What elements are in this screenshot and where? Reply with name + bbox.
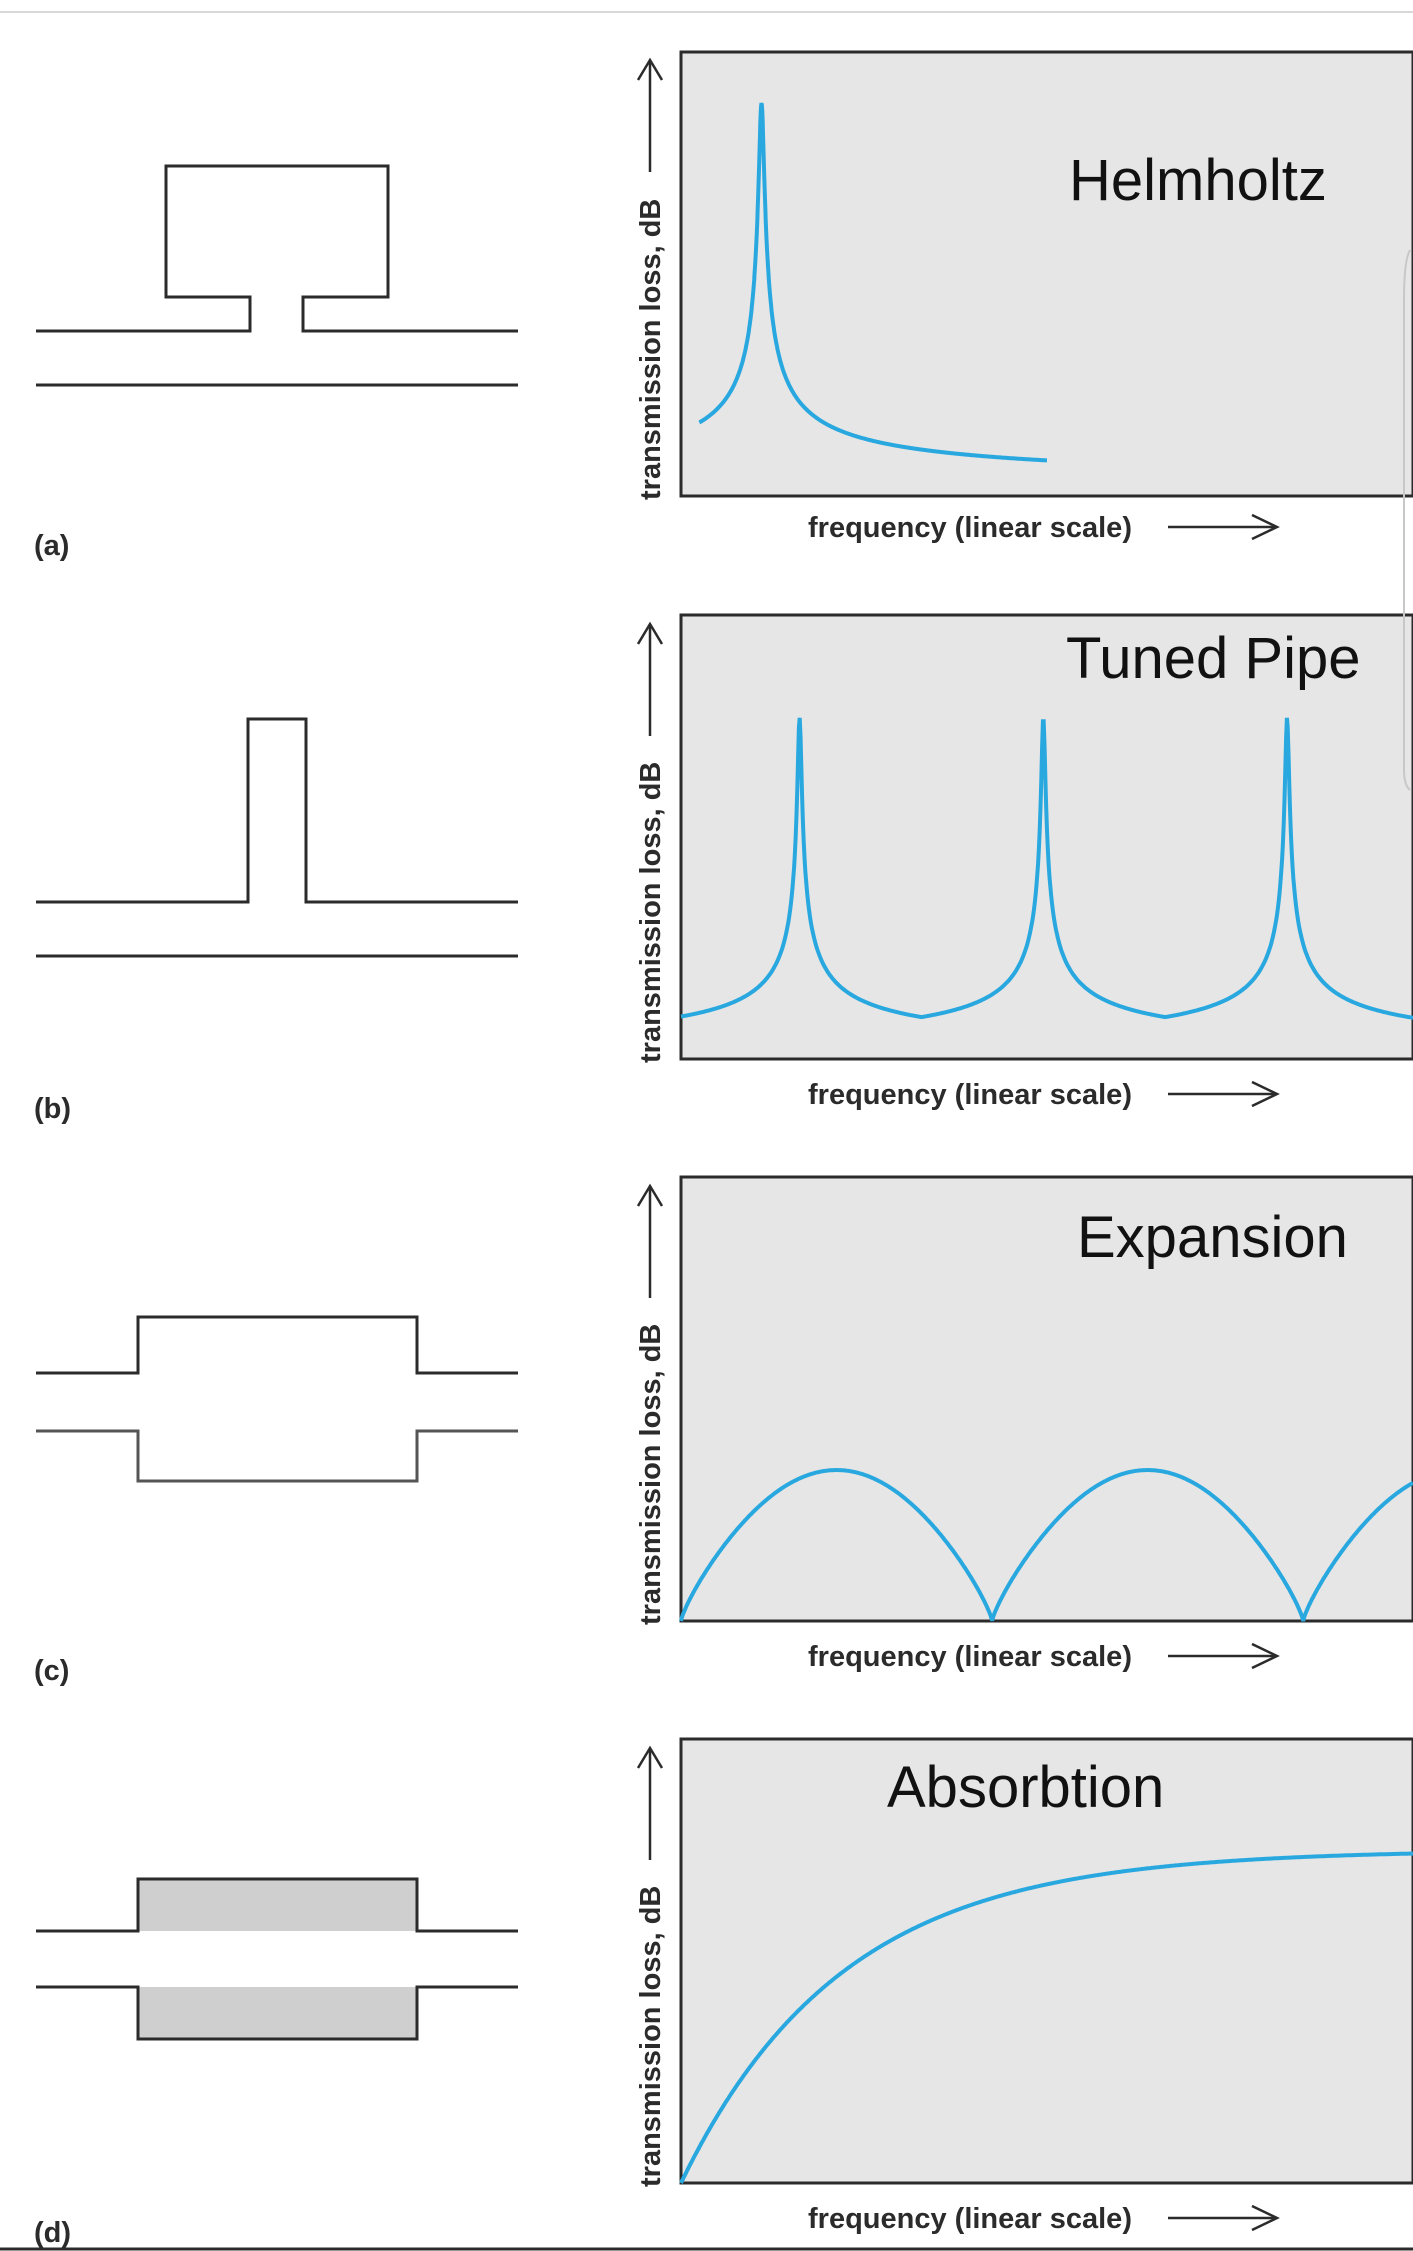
expansion-chamber-diagram bbox=[36, 1315, 518, 1483]
x-axis-label: frequency (linear scale) bbox=[808, 1079, 1132, 1111]
panel-letter: (a) bbox=[34, 530, 69, 562]
y-axis-label: transmission loss, dB bbox=[635, 1324, 667, 1625]
panel-letter: (b) bbox=[34, 1093, 71, 1125]
x-axis-label: frequency (linear scale) bbox=[808, 1641, 1132, 1673]
transmission-loss-curve bbox=[698, 102, 1047, 463]
x-axis-arrow bbox=[1168, 513, 1280, 541]
x-axis-label: frequency (linear scale) bbox=[808, 512, 1132, 544]
panel-letter: (c) bbox=[34, 1655, 69, 1687]
y-axis-arrow bbox=[636, 1745, 664, 1860]
x-axis-arrow bbox=[1168, 1080, 1280, 1108]
panel-letter: (d) bbox=[34, 2217, 71, 2249]
window-edge bbox=[1403, 249, 1411, 791]
plot-area bbox=[679, 50, 1413, 498]
transmission-loss-curve bbox=[680, 717, 1413, 1020]
plot-title: Tuned Pipe bbox=[1066, 626, 1361, 691]
transmission-loss-curve bbox=[679, 1851, 1413, 2184]
panel-a: (a) Helmholtz transmission loss, dB freq… bbox=[34, 50, 1413, 562]
plot-title: Expansion bbox=[1077, 1205, 1348, 1270]
plot-title: Helmholtz bbox=[1069, 148, 1327, 213]
y-axis-label: transmission loss, dB bbox=[635, 762, 667, 1063]
absorption-silencer-diagram bbox=[36, 1877, 518, 2041]
x-axis-label: frequency (linear scale) bbox=[808, 2203, 1132, 2235]
y-axis-arrow bbox=[636, 1183, 664, 1298]
y-axis-arrow bbox=[636, 57, 664, 172]
x-axis-arrow bbox=[1168, 1642, 1280, 1670]
helmholtz-resonator-diagram bbox=[36, 164, 518, 387]
plot-area bbox=[679, 1175, 1413, 1623]
transmission-loss-curve bbox=[679, 1468, 1413, 1622]
x-axis-arrow bbox=[1168, 2204, 1280, 2232]
tuned-pipe-diagram bbox=[36, 717, 518, 958]
y-axis-label: transmission loss, dB bbox=[635, 199, 667, 500]
panel-b: (b) Tuned Pipe transmission loss, dB fre… bbox=[34, 613, 1413, 1125]
absorber-top bbox=[138, 1879, 417, 1931]
plot-title: Absorbtion bbox=[887, 1755, 1164, 1820]
panel-d: (d) Absorbtion transmission loss, dB fre… bbox=[34, 1737, 1413, 2249]
panel-c: (c) Expansion transmission loss, dB freq… bbox=[34, 1175, 1413, 1687]
y-axis-arrow bbox=[636, 621, 664, 736]
y-axis-label: transmission loss, dB bbox=[635, 1886, 667, 2187]
plot-area bbox=[679, 1737, 1413, 2185]
absorber-bottom bbox=[138, 1987, 417, 2039]
